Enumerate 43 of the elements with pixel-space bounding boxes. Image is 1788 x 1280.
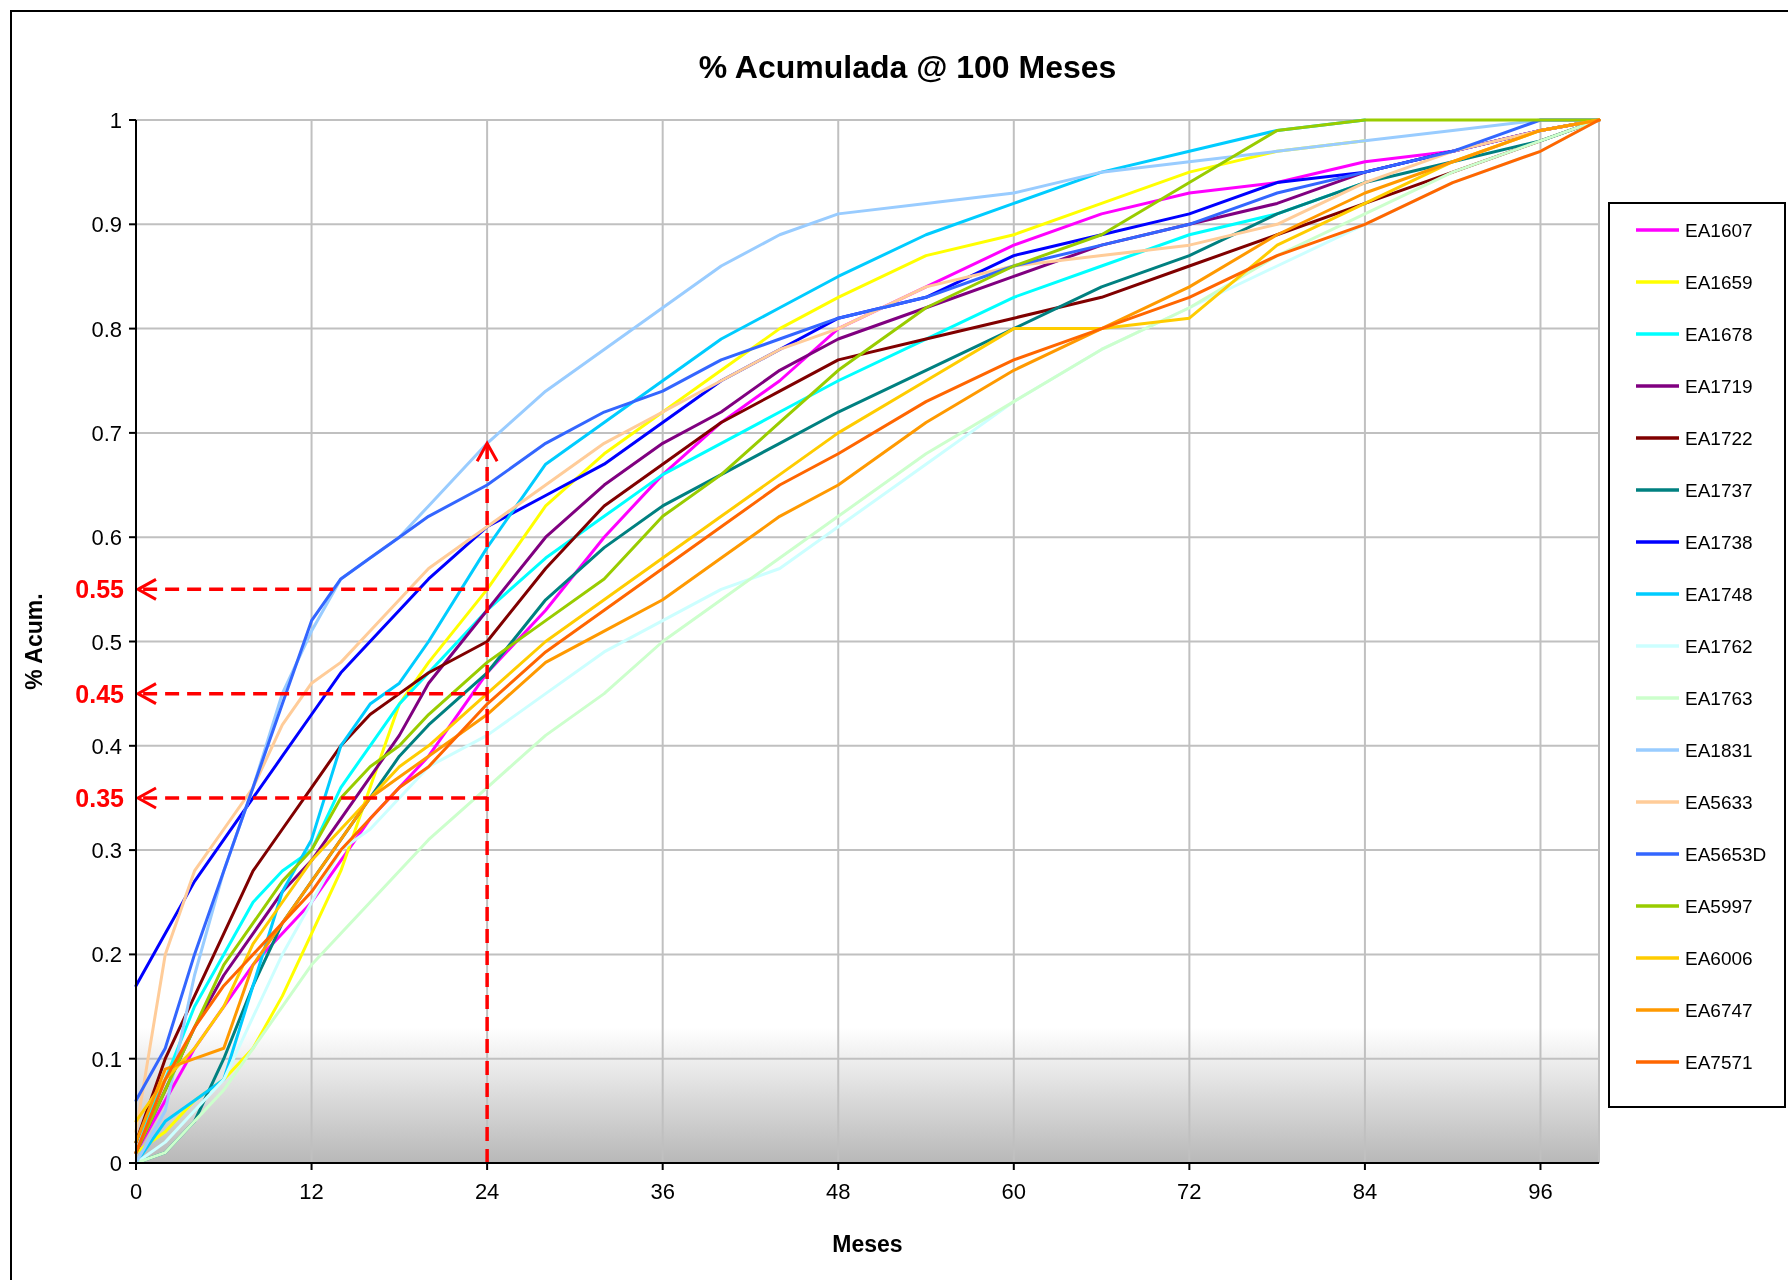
- legend-label: EA1831: [1685, 740, 1753, 761]
- legend-label: EA1762: [1685, 636, 1753, 657]
- legend-label: EA1678: [1685, 324, 1753, 345]
- y-tick-label: 0.6: [91, 525, 122, 551]
- legend-label: EA1748: [1685, 584, 1753, 605]
- y-tick-label: 1: [109, 108, 122, 133]
- legend-label: EA1738: [1685, 532, 1753, 553]
- ref-line-label: 0.35: [75, 783, 125, 812]
- x-tick-label: 12: [299, 1179, 324, 1204]
- y-tick-label: 0.7: [91, 420, 122, 446]
- y-tick-label: 0.9: [91, 212, 122, 238]
- legend-label: EA1737: [1685, 480, 1753, 501]
- legend-label: EA5997: [1685, 896, 1753, 917]
- x-tick-label: 96: [1528, 1179, 1553, 1204]
- legend-label: EA6006: [1685, 948, 1753, 969]
- y-axis-title: % Acum.: [21, 593, 47, 690]
- legend-label: EA1722: [1685, 428, 1753, 449]
- y-tick-label: 0.5: [91, 629, 122, 655]
- legend-label: EA1659: [1685, 272, 1753, 293]
- y-tick-label: 0: [109, 1151, 122, 1176]
- legend-label: EA1719: [1685, 376, 1753, 397]
- ref-line-label: 0.55: [75, 575, 125, 604]
- x-tick-label: 36: [650, 1179, 675, 1204]
- x-tick-label: 60: [1001, 1179, 1027, 1204]
- x-tick-label: 0: [129, 1179, 143, 1204]
- chart-title: % Acumulada @ 100 Meses: [698, 49, 1117, 85]
- x-tick-label: 72: [1177, 1179, 1202, 1204]
- legend-label: EA5633: [1685, 792, 1753, 813]
- legend-label: EA1763: [1685, 688, 1753, 709]
- x-tick-label: 84: [1352, 1179, 1378, 1204]
- ref-line-label: 0.45: [75, 679, 125, 708]
- legend-label: EA7571: [1685, 1052, 1753, 1073]
- x-tick-label: 24: [474, 1179, 500, 1204]
- legend-label: EA5653D: [1685, 844, 1767, 865]
- x-axis-title: Meses: [832, 1231, 903, 1257]
- y-tick-label: 0.3: [91, 838, 122, 864]
- x-tick-label: 48: [826, 1179, 851, 1204]
- legend-label: EA6747: [1685, 1000, 1753, 1021]
- y-tick-label: 0.2: [91, 942, 122, 968]
- legend-label: EA1607: [1685, 220, 1753, 241]
- y-tick-label: 0.8: [91, 316, 122, 342]
- y-tick-label: 0.4: [91, 733, 122, 759]
- y-tick-label: 0.1: [91, 1046, 122, 1072]
